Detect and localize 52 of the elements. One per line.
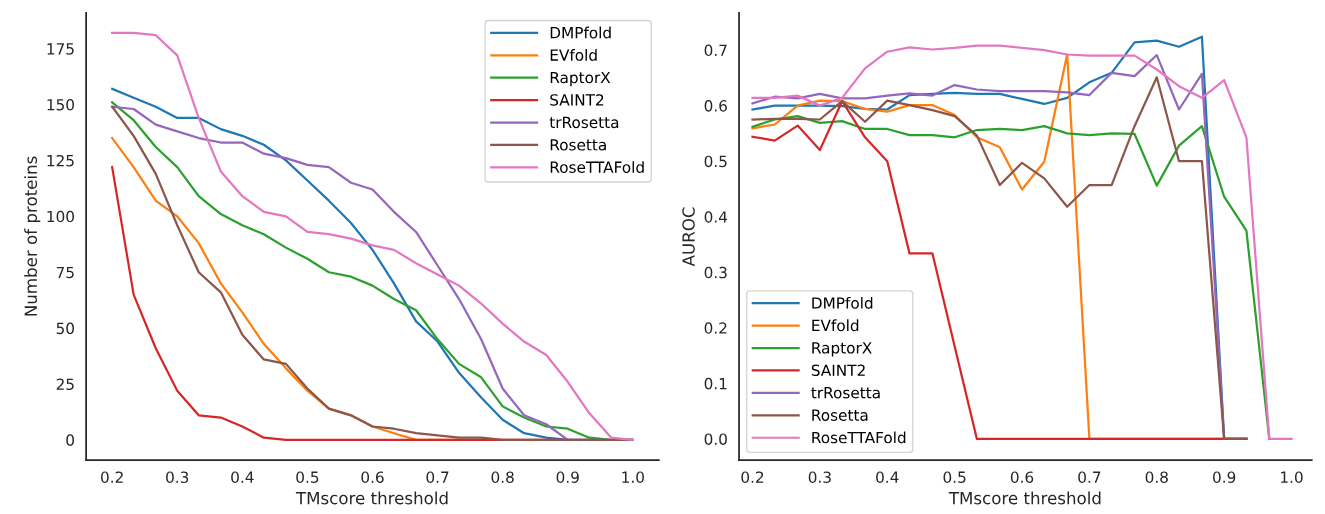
legend-label: SAINT2 [811,364,865,377]
legend-label: RoseTTAFold [550,161,644,173]
x-tick-label: 0.9 [556,471,579,483]
legend-label: DMPfold [550,26,611,39]
legend-label: trRosetta [811,387,880,399]
y-tick-label: 0.5 [704,155,727,168]
legend-label: EVfold [812,319,859,332]
x-tick-label: 0.5 [296,471,319,483]
x-tick-label: 1.0 [622,471,644,483]
x-tick-label: 0.2 [101,471,123,483]
x-tick-label: 0.6 [361,471,384,483]
legend-label: SAINT2 [550,94,604,106]
legend-label: RaptorX [812,342,872,357]
y-tick-label: 0.7 [704,44,727,57]
y-tick-label: 75 [56,266,74,279]
y-tick-label: 0.1 [704,377,727,390]
y-tick-label: 125 [47,154,74,167]
x-tick-label: 0.2 [741,471,764,483]
y-tick-label: 0.2 [704,322,727,334]
y-tick-label: 25 [56,378,74,391]
x-tick-label: 0.7 [1078,471,1101,483]
x-axis-title: TMscore threshold [948,491,1101,505]
x-tick-label: 0.7 [426,471,449,483]
x-tick-label: 1.0 [1281,471,1303,483]
y-tick-label: 100 [47,210,74,223]
x-tick-label: 0.8 [491,471,514,483]
y-tick-label: 0.6 [704,100,727,112]
x-tick-label: 0.5 [943,471,966,483]
y-tick-label: 0.4 [704,211,728,223]
y-tick-label: 0.3 [704,266,727,279]
y-tick-label: 50 [56,322,74,335]
legend-label: RoseTTAFold [812,431,906,444]
x-tick-label: 0.6 [1010,471,1034,483]
legend-label: EVfold [550,49,597,61]
legend-label: RaptorX [550,71,611,87]
x-axis-title: TMscore threshold [295,491,448,505]
y-tick-label: 0.0 [704,433,727,445]
x-tick-label: 0.9 [1213,471,1236,483]
y-tick-label: 175 [47,43,74,55]
legend-label: Rosetta [550,139,606,151]
y-axis-title: Number of proteins [24,156,41,316]
x-tick-label: 0.4 [876,471,899,483]
y-tick-label: 0 [66,434,74,446]
legend-label: Rosetta [812,409,868,421]
x-tick-label: 0.3 [166,471,189,483]
x-tick-label: 0.4 [231,471,254,483]
x-tick-label: 0.8 [1145,471,1168,483]
legend-label: DMPfold [812,296,873,309]
legend-label: trRosetta [549,116,619,129]
x-tick-label: 0.3 [808,471,831,483]
y-axis-title: AUROC [682,207,695,267]
y-tick-label: 150 [47,98,74,111]
